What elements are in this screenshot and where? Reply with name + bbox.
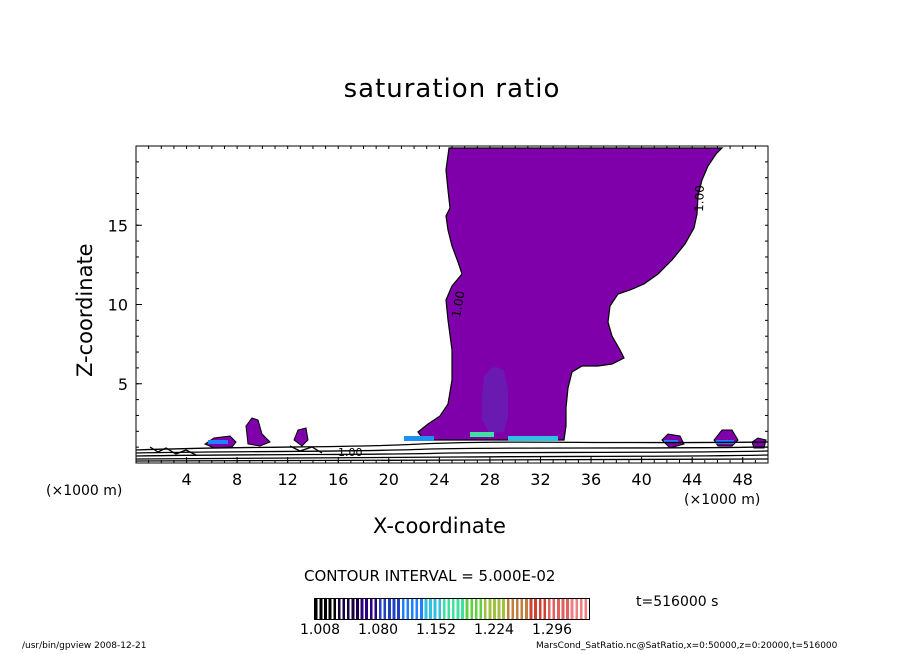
ground-contours — [135, 441, 769, 462]
x-tick-label: 40 — [631, 470, 651, 489]
contour-label-3: 1.00 — [338, 446, 363, 459]
x-ticks: 4 8 12 16 20 24 28 32 36 40 44 48 — [148, 146, 756, 489]
x-tick-label: 16 — [328, 470, 348, 489]
highlight-4 — [208, 440, 228, 444]
x-tick-label: 36 — [581, 470, 601, 489]
footer-left: /usr/bin/gpview 2008-12-21 — [22, 641, 147, 651]
highlight-3 — [508, 436, 558, 441]
y-tick-label: 10 — [108, 296, 128, 315]
colorbar-tick-3: 1.224 — [474, 622, 515, 638]
y-tick-label: 5 — [118, 375, 128, 394]
x-tick-label: 20 — [379, 470, 399, 489]
x-tick-label: 8 — [232, 470, 242, 489]
highlight-2 — [470, 432, 494, 437]
x-unit-right: (×1000 m) — [684, 492, 761, 508]
chart-title: saturation ratio — [343, 74, 561, 104]
x-axis-label: X-coordinate — [373, 514, 506, 538]
contour-label-1: 1.00 — [692, 185, 707, 212]
time-label: t=516000 s — [636, 594, 719, 610]
colorbar — [314, 598, 590, 620]
x-tick-label: 48 — [733, 470, 753, 489]
x-tick-label: 4 — [181, 470, 191, 489]
contour-interval: CONTOUR INTERVAL = 5.000E-02 — [304, 567, 556, 585]
x-tick-label: 32 — [530, 470, 550, 489]
colorbar-tick-0: 1.008 — [300, 622, 341, 638]
highlight-6 — [664, 440, 678, 443]
colorbar-tick-4: 1.296 — [532, 622, 573, 638]
cell-3 — [293, 427, 309, 447]
x-tick-label: 28 — [480, 470, 500, 489]
colorbar-tick-2: 1.152 — [416, 622, 457, 638]
x-tick-label: 44 — [682, 470, 702, 489]
y-ticks: 5 10 15 — [108, 161, 768, 448]
cell-2 — [245, 417, 271, 447]
y-tick-label: 15 — [108, 216, 128, 235]
x-tick-label: 12 — [278, 470, 298, 489]
x-unit-left: (×1000 m) — [46, 483, 123, 499]
y-axis-label: Z-coordinate — [73, 243, 97, 377]
highlight-1 — [404, 436, 434, 441]
contour-label-2: 1.00 — [449, 290, 467, 319]
footer-right: MarsCond_SatRatio.nc@SatRatio,x=0:50000,… — [536, 641, 838, 651]
colorbar-tick-1: 1.080 — [358, 622, 399, 638]
x-tick-label: 24 — [429, 470, 449, 489]
saturated-core — [482, 366, 508, 434]
